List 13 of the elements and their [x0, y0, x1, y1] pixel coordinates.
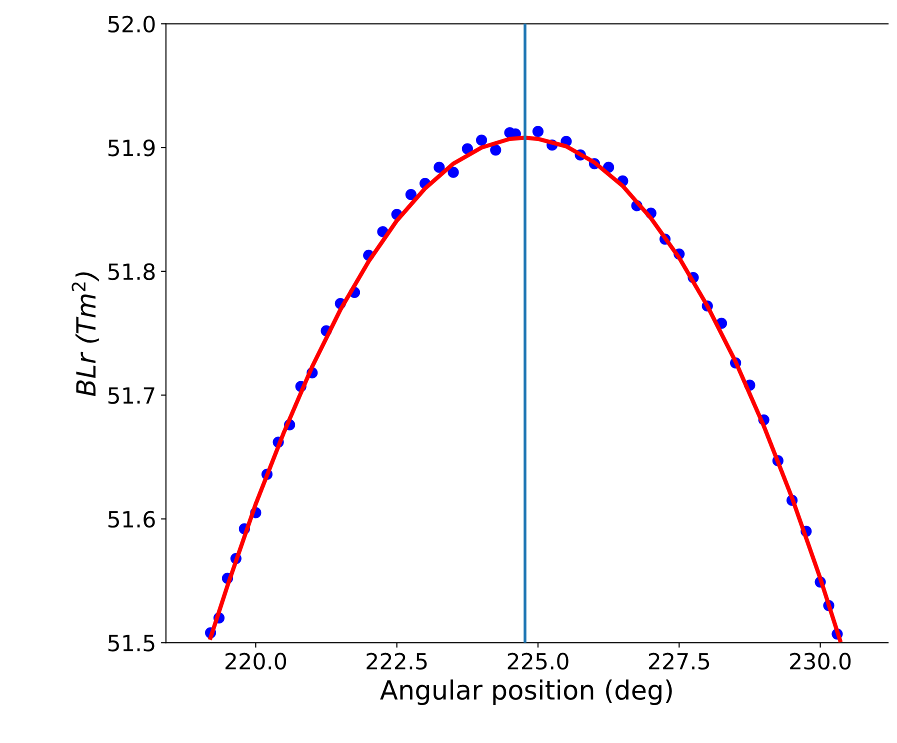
x-axis-title: Angular position (deg)	[380, 679, 672, 706]
x-tick-label: 230.0	[790, 652, 851, 670]
x-tick-label: 222.5	[366, 652, 427, 670]
x-tick-label: 227.5	[648, 652, 710, 670]
y-tick-label: 51.8	[108, 263, 155, 280]
y-tick-label: 52.0	[108, 16, 155, 33]
y-axis-title: BLr (Tm$^{2}$)	[72, 272, 99, 396]
y-tick-label: 51.6	[108, 510, 155, 528]
y-tick-label: 51.9	[108, 140, 155, 156]
y-tick-label: 51.7	[108, 387, 154, 404]
x-tick-label: 225.0	[508, 652, 568, 670]
x-tick-label: 220.0	[226, 652, 286, 670]
y-tick-label: 51.5	[108, 634, 154, 652]
